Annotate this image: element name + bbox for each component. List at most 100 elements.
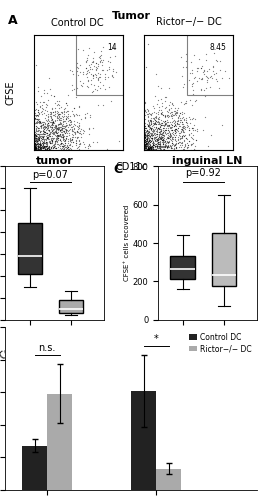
- Point: [35, 116, 40, 124]
- Point: [43, 128, 47, 136]
- Point: [84, 109, 89, 117]
- Point: [53, 142, 57, 150]
- Point: [153, 142, 157, 150]
- Point: [59, 128, 63, 136]
- Point: [66, 114, 70, 122]
- Point: [71, 131, 75, 139]
- Point: [157, 144, 162, 152]
- Point: [58, 119, 62, 127]
- Point: [145, 144, 149, 152]
- Point: [52, 130, 56, 138]
- Point: [189, 66, 194, 74]
- Point: [61, 113, 65, 121]
- Point: [63, 116, 67, 124]
- Point: [162, 144, 167, 152]
- Point: [151, 138, 155, 146]
- Point: [152, 133, 156, 141]
- Point: [57, 132, 61, 140]
- Point: [36, 87, 40, 95]
- Point: [148, 144, 152, 152]
- Point: [214, 75, 218, 83]
- Point: [151, 118, 155, 126]
- Point: [51, 144, 55, 152]
- Point: [59, 133, 63, 141]
- Point: [150, 124, 154, 132]
- Point: [175, 126, 179, 134]
- Point: [170, 126, 174, 134]
- Point: [63, 136, 68, 144]
- Point: [145, 117, 150, 125]
- Point: [108, 53, 112, 61]
- Point: [146, 143, 150, 151]
- Point: [169, 122, 173, 130]
- Point: [41, 142, 45, 150]
- Point: [52, 140, 56, 147]
- Point: [159, 84, 163, 92]
- Point: [150, 142, 154, 150]
- Point: [146, 121, 150, 129]
- Point: [113, 52, 118, 60]
- Point: [68, 116, 72, 124]
- Point: [38, 140, 42, 148]
- Point: [55, 132, 59, 140]
- Point: [172, 122, 176, 130]
- Point: [147, 143, 151, 151]
- Point: [32, 134, 36, 142]
- Point: [55, 128, 59, 136]
- Point: [37, 142, 41, 150]
- Bar: [187, 35, 233, 95]
- Point: [47, 123, 52, 131]
- Point: [188, 140, 193, 148]
- Bar: [22, 446, 47, 490]
- Point: [95, 64, 99, 72]
- Text: CFSE: CFSE: [6, 80, 15, 105]
- Point: [143, 130, 147, 138]
- Point: [34, 131, 38, 139]
- Point: [145, 136, 149, 143]
- Point: [148, 145, 152, 153]
- Point: [204, 56, 208, 64]
- Point: [37, 119, 41, 127]
- Point: [44, 136, 48, 143]
- Point: [32, 120, 36, 128]
- Point: [143, 136, 147, 144]
- Point: [34, 132, 38, 140]
- Point: [159, 134, 163, 141]
- Point: [168, 142, 172, 150]
- Point: [150, 131, 154, 139]
- Point: [155, 118, 159, 126]
- Point: [155, 142, 159, 150]
- Point: [173, 121, 177, 129]
- Point: [44, 142, 48, 150]
- Point: [39, 132, 43, 140]
- Point: [154, 112, 158, 120]
- Point: [148, 142, 152, 150]
- Point: [168, 133, 172, 141]
- Point: [151, 144, 155, 152]
- Point: [84, 82, 89, 90]
- Point: [60, 126, 64, 134]
- Point: [67, 130, 72, 138]
- Point: [200, 76, 204, 84]
- Point: [36, 130, 40, 138]
- Point: [68, 150, 72, 158]
- Point: [69, 146, 73, 154]
- Point: [46, 110, 50, 118]
- Point: [146, 144, 150, 152]
- Point: [110, 43, 114, 51]
- Point: [189, 134, 193, 141]
- Point: [56, 136, 60, 144]
- Point: [34, 126, 38, 134]
- Point: [146, 143, 150, 151]
- Point: [163, 126, 167, 134]
- Point: [41, 121, 45, 129]
- Point: [111, 74, 115, 82]
- Point: [46, 134, 50, 142]
- Point: [59, 145, 63, 153]
- Point: [45, 134, 49, 142]
- Point: [92, 62, 96, 70]
- Point: [45, 141, 49, 149]
- Point: [181, 122, 185, 130]
- Point: [105, 73, 110, 81]
- Point: [66, 144, 70, 152]
